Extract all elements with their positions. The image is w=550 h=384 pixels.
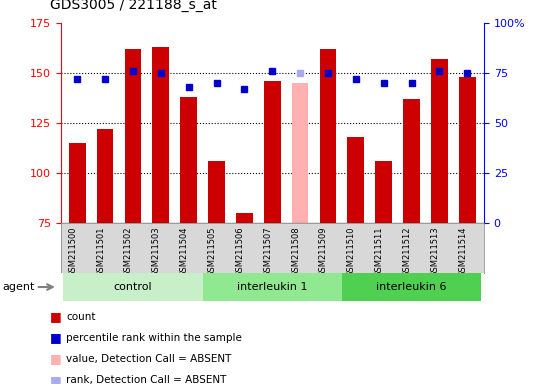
Text: ■: ■ (50, 374, 61, 384)
Bar (69, 143, 86, 223)
Text: GSM211507: GSM211507 (263, 227, 272, 277)
Bar (403, 99, 420, 223)
Text: rank, Detection Call = ABSENT: rank, Detection Call = ABSENT (66, 375, 227, 384)
Bar (320, 49, 337, 223)
Text: GSM211511: GSM211511 (375, 227, 384, 277)
Text: percentile rank within the sample: percentile rank within the sample (66, 333, 242, 343)
Text: GSM211506: GSM211506 (235, 227, 244, 277)
Text: GSM211509: GSM211509 (319, 227, 328, 277)
Text: GSM211504: GSM211504 (180, 227, 189, 277)
Text: ■: ■ (50, 310, 61, 323)
Bar (348, 137, 364, 223)
Text: interleukin 1: interleukin 1 (237, 282, 307, 292)
Bar (63, 273, 202, 301)
Text: GSM211505: GSM211505 (207, 227, 217, 277)
Text: GSM211503: GSM211503 (152, 227, 161, 277)
Text: GSM211512: GSM211512 (403, 227, 411, 277)
Text: control: control (114, 282, 152, 292)
Text: GSM211502: GSM211502 (124, 227, 133, 277)
Text: ■: ■ (50, 331, 61, 344)
Bar (152, 47, 169, 223)
Bar (342, 273, 481, 301)
Text: GSM211500: GSM211500 (68, 227, 77, 277)
Bar (431, 59, 448, 223)
Text: GSM211501: GSM211501 (96, 227, 105, 277)
Text: count: count (66, 312, 96, 322)
Text: agent: agent (3, 282, 35, 292)
Bar (208, 161, 225, 223)
Bar (264, 81, 280, 223)
Bar (375, 161, 392, 223)
Text: interleukin 6: interleukin 6 (376, 282, 447, 292)
Bar (236, 213, 253, 223)
Bar (180, 97, 197, 223)
Text: value, Detection Call = ABSENT: value, Detection Call = ABSENT (66, 354, 232, 364)
Bar (125, 49, 141, 223)
Text: GSM211514: GSM211514 (458, 227, 468, 277)
Bar (292, 83, 309, 223)
Bar (202, 273, 342, 301)
Text: GDS3005 / 221188_s_at: GDS3005 / 221188_s_at (50, 0, 216, 12)
Text: GSM211508: GSM211508 (291, 227, 300, 277)
Text: GSM211513: GSM211513 (431, 227, 439, 277)
Bar (459, 77, 476, 223)
Bar (97, 129, 113, 223)
Text: GSM211510: GSM211510 (347, 227, 356, 277)
Text: ■: ■ (50, 353, 61, 366)
